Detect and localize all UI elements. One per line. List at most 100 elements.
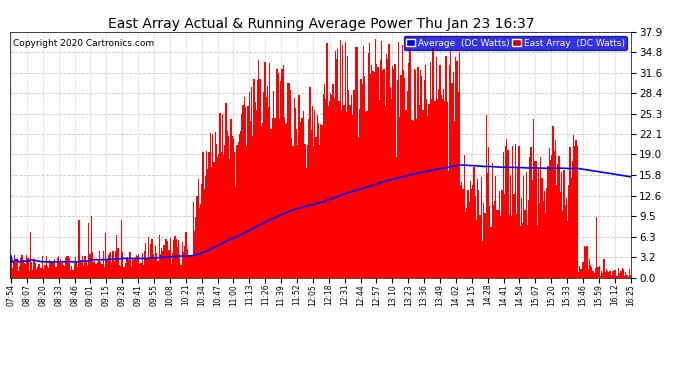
Bar [569,147,571,278]
Bar [199,208,200,278]
Bar [274,118,275,278]
Bar [31,262,32,278]
Bar [54,260,55,278]
Bar [553,151,555,278]
Bar [115,251,116,278]
Bar [106,260,108,278]
Bar [533,118,534,278]
Bar [215,132,216,278]
Bar [279,119,280,278]
Bar [108,255,109,278]
Bar [582,262,583,278]
Bar [143,265,144,278]
Bar [205,176,206,278]
Bar [595,268,596,278]
Bar [358,137,359,278]
Bar [522,223,523,278]
Bar [20,258,21,278]
Bar [619,273,620,278]
Bar [308,119,309,278]
Bar [230,119,232,278]
Bar [37,267,39,278]
Bar [376,64,377,278]
Bar [473,167,475,278]
Bar [551,155,553,278]
Bar [210,133,211,278]
Bar [601,271,602,278]
Bar [486,173,488,278]
Bar [216,144,217,278]
Bar [79,261,81,278]
Bar [12,268,13,278]
Bar [268,107,269,278]
Bar [347,56,348,278]
Bar [432,48,433,278]
Bar [351,95,352,278]
Bar [511,216,512,278]
Bar [227,130,228,278]
Bar [269,63,270,278]
Bar [10,256,12,278]
Bar [400,75,402,278]
Bar [111,262,112,278]
Bar [535,161,537,278]
Bar [63,266,65,278]
Bar [100,262,101,278]
Bar [448,171,449,278]
Bar [584,246,585,278]
Bar [426,99,427,278]
Bar [588,269,589,278]
Bar [117,248,119,278]
Bar [484,213,486,278]
Bar [497,210,499,278]
Bar [226,104,227,278]
Bar [188,255,189,278]
Bar [464,155,465,278]
Bar [607,270,609,278]
Bar [585,247,586,278]
Bar [179,254,181,278]
Bar [374,72,375,278]
Bar [57,258,58,278]
Bar [317,116,318,278]
Bar [438,89,440,278]
Bar [128,260,130,278]
Bar [42,256,43,278]
Bar [471,189,472,278]
Bar [109,253,110,278]
Bar [416,119,417,278]
Bar [483,202,484,278]
Bar [534,161,535,278]
Bar [228,136,229,278]
Title: East Array Actual & Running Average Power Thu Jan 23 16:37: East Array Actual & Running Average Powe… [108,17,534,31]
Bar [419,105,420,278]
Bar [532,180,533,278]
Bar [563,170,564,278]
Bar [87,266,88,278]
Bar [290,90,291,278]
Bar [405,110,406,278]
Bar [393,69,395,278]
Bar [71,266,72,278]
Bar [53,263,54,278]
Bar [609,271,611,278]
Bar [499,191,500,278]
Bar [296,129,297,278]
Bar [362,84,363,278]
Bar [77,267,79,278]
Bar [302,118,303,278]
Bar [160,254,161,278]
Bar [186,249,188,278]
Bar [291,138,293,278]
Bar [88,223,89,278]
Bar [410,49,411,278]
Bar [189,255,190,278]
Bar [339,40,341,278]
Bar [66,256,68,278]
Bar [531,147,532,278]
Bar [239,134,240,278]
Bar [365,112,366,278]
Bar [578,272,579,278]
Bar [47,266,48,278]
Bar [99,251,100,278]
